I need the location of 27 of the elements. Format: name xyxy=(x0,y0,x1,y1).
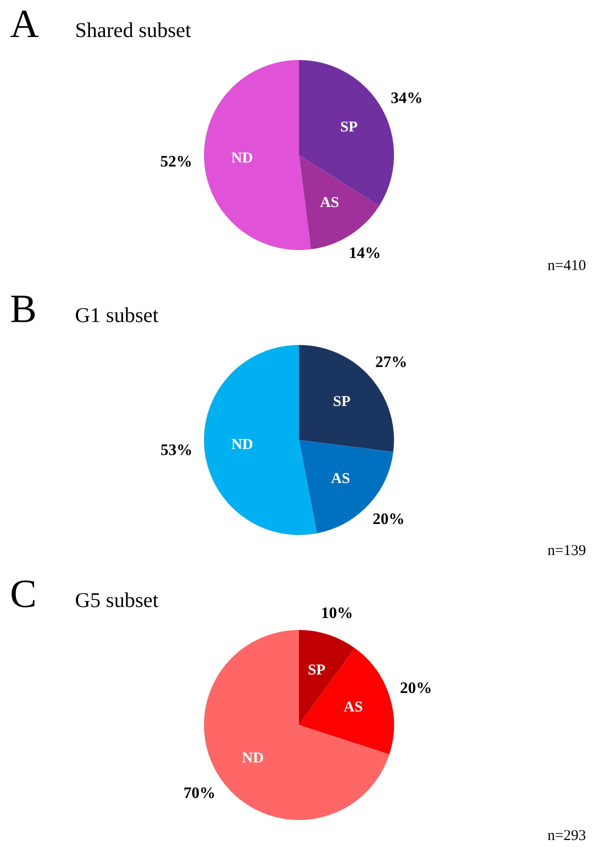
slice-label: SP xyxy=(308,662,326,679)
slice-label: ND xyxy=(231,150,254,166)
slice-label: AS xyxy=(330,470,350,487)
slice-label: AS xyxy=(320,195,340,211)
text: A xyxy=(10,0,39,47)
slice-label: SP xyxy=(333,394,351,410)
text: n=410 xyxy=(548,258,586,275)
data-label: 52% xyxy=(160,153,192,170)
slice-label: ND xyxy=(242,750,264,766)
data-label: 20% xyxy=(372,511,405,528)
data-label: 14% xyxy=(348,244,381,262)
text: C xyxy=(10,570,37,617)
data-label: 34% xyxy=(390,90,423,107)
data-label: 53% xyxy=(160,442,193,460)
data-label: 70% xyxy=(183,784,216,802)
text: B xyxy=(10,285,37,332)
chart-title: Shared subset xyxy=(75,18,192,43)
data-label: 27% xyxy=(375,354,408,371)
chart-title: G5 subset xyxy=(75,588,158,613)
chart-title: G1 subset xyxy=(75,303,158,328)
data-label: 20% xyxy=(400,680,432,697)
data-label: 10% xyxy=(321,604,354,622)
text: n=293 xyxy=(548,828,586,845)
slice-label: AS xyxy=(344,699,363,716)
text: n=139 xyxy=(548,543,586,560)
slice-label: SP xyxy=(340,119,358,136)
slice-label: ND xyxy=(231,437,254,454)
